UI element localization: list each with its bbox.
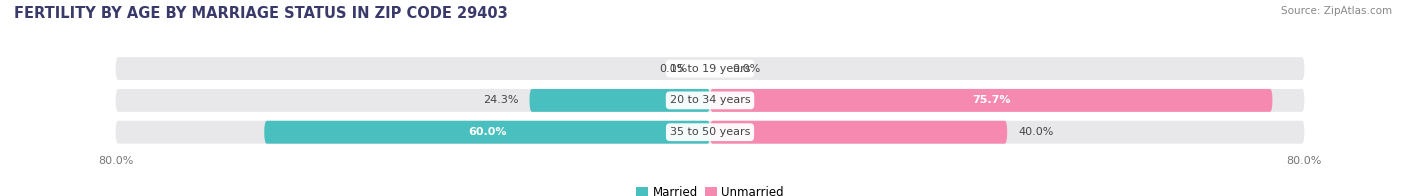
Text: FERTILITY BY AGE BY MARRIAGE STATUS IN ZIP CODE 29403: FERTILITY BY AGE BY MARRIAGE STATUS IN Z… [14,6,508,21]
Text: 20 to 34 years: 20 to 34 years [669,95,751,105]
FancyBboxPatch shape [710,89,1272,112]
Text: 0.0%: 0.0% [733,64,761,74]
Text: 40.0%: 40.0% [1018,127,1053,137]
FancyBboxPatch shape [710,121,1007,144]
FancyBboxPatch shape [115,89,1305,112]
Text: 15 to 19 years: 15 to 19 years [669,64,751,74]
Text: 0.0%: 0.0% [659,64,688,74]
Text: 60.0%: 60.0% [468,127,506,137]
Text: 24.3%: 24.3% [482,95,519,105]
FancyBboxPatch shape [530,89,710,112]
Legend: Married, Unmarried: Married, Unmarried [631,182,789,196]
Text: 75.7%: 75.7% [972,95,1011,105]
FancyBboxPatch shape [264,121,710,144]
Text: Source: ZipAtlas.com: Source: ZipAtlas.com [1281,6,1392,16]
Text: 35 to 50 years: 35 to 50 years [669,127,751,137]
FancyBboxPatch shape [115,57,1305,80]
FancyBboxPatch shape [115,121,1305,144]
